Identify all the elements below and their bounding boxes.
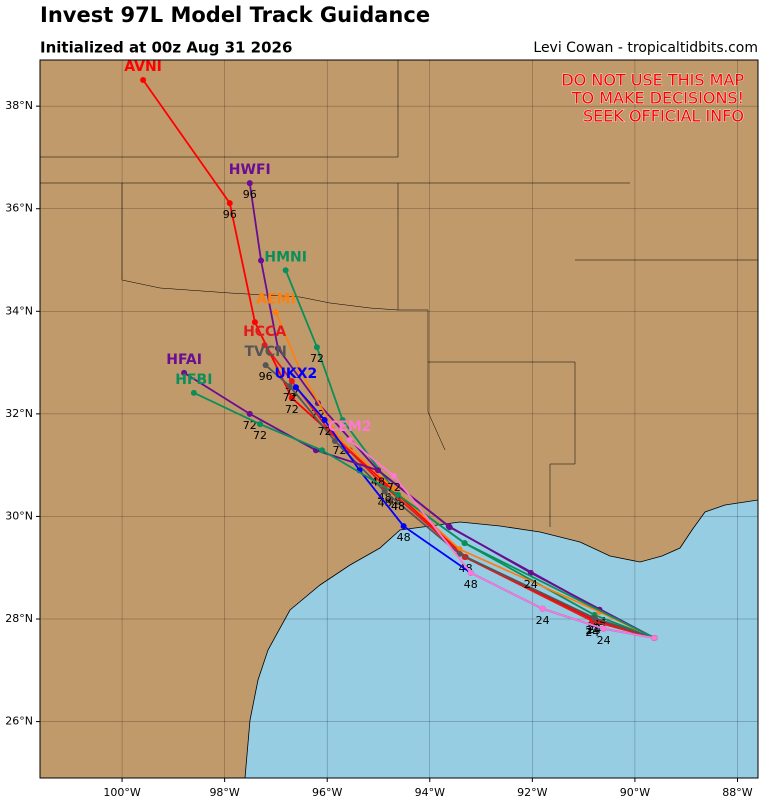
x-tick-label: 98°W [209,786,239,799]
track-name: UKX2 [275,366,318,382]
forecast-hour: 24 [597,634,611,647]
track-point [394,491,401,498]
track-name: CEM2 [328,419,372,435]
track-point [246,180,253,187]
track-point [181,369,188,376]
track-point [251,319,258,326]
tracks: 24487296AVNI24487296HWFI244872HMNI244872… [124,59,658,647]
track-name: AVNI [124,59,162,75]
track-point [288,394,295,401]
forecast-hour: 48 [464,578,478,591]
track-point [331,438,338,445]
forecast-hour: 24 [585,624,599,637]
forecast-hour: 24 [524,578,538,591]
x-tick-label: 92°W [517,786,547,799]
y-tick-label: 38°N [5,99,33,112]
x-tick-label: 96°W [312,786,342,799]
track-point [467,569,474,576]
forecast-hour: 72 [318,425,332,438]
forecast-hour: 72 [285,403,299,416]
track-point [591,614,598,621]
track-point [274,345,281,352]
track-point [339,417,346,424]
warning-line: DO NOT USE THIS MAP [561,71,744,90]
forecast-hour: 24 [536,614,550,627]
track-name: HWFI [229,162,271,178]
y-tick-label: 26°N [5,715,33,728]
forecast-hour: 48 [397,531,411,544]
track-name: HCCA [243,324,286,340]
track-point [381,488,388,495]
track-line [193,392,655,639]
forecast-hour: 72 [283,391,297,404]
track-name: HFAI [166,352,202,368]
track-point [190,389,197,396]
track-point [313,344,320,351]
track-point [527,569,534,576]
forecast-hour: 48 [391,500,405,513]
warning-line: TO MAKE DECISIONS! [571,89,744,108]
x-tick-label: 88°W [722,786,752,799]
state-borders [40,60,758,527]
track-point [390,472,397,479]
track-point [651,634,658,641]
forecast-hour: 72 [253,429,267,442]
y-tick-label: 34°N [5,304,33,317]
track-point [600,625,607,632]
x-tick-label: 90°W [620,786,650,799]
credit: Levi Cowan - tropicaltidbits.com [533,40,758,56]
track-point [282,267,289,274]
y-tick-label: 36°N [5,202,33,215]
track-point [461,540,468,547]
track-point [226,200,233,207]
y-tick-label: 32°N [5,407,33,420]
track-point [319,447,326,454]
y-tick-label: 30°N [5,509,33,522]
forecast-hour: 48 [391,500,405,513]
warning-line: SEEK OFFICIAL INFO [583,107,744,126]
forecast-hour: 72 [387,481,401,494]
track-point [346,437,353,444]
gulf-water [244,499,758,778]
track-name: HFBI [175,372,212,388]
track-point [261,342,268,349]
track-name: HMNI [264,249,307,265]
forecast-hour: 24 [585,626,599,639]
track-point [288,378,295,385]
track-point [257,421,264,428]
track-point [400,523,407,530]
track-name: AEMI [256,291,296,307]
track-point [140,77,147,84]
forecast-hour: 96 [223,208,237,221]
track-point [297,367,304,374]
track-point [374,467,381,474]
track-line [349,439,655,639]
track-point [321,417,328,424]
x-tick-label: 100°W [103,786,140,799]
track-point [292,384,299,391]
track-point [258,257,265,264]
track-point [539,605,546,612]
x-tick-label: 94°W [415,786,445,799]
track-name: TVCN [244,344,286,360]
track-point [445,523,452,530]
track-point [286,383,293,390]
track-point [246,410,253,417]
track-point [272,309,279,316]
forecast-hour: 96 [243,188,257,201]
y-tick-label: 28°N [5,612,33,625]
title: Invest 97L Model Track Guidance [40,3,430,27]
forecast-hour: 72 [243,419,257,432]
track-point [391,486,398,493]
basemap [40,60,758,778]
subtitle: Initialized at 00z Aug 31 2026 [40,39,292,57]
track-point [262,362,269,369]
map-frame [39,59,759,779]
forecast-hour: 72 [310,352,324,365]
forecast-hour: 96 [259,370,273,383]
